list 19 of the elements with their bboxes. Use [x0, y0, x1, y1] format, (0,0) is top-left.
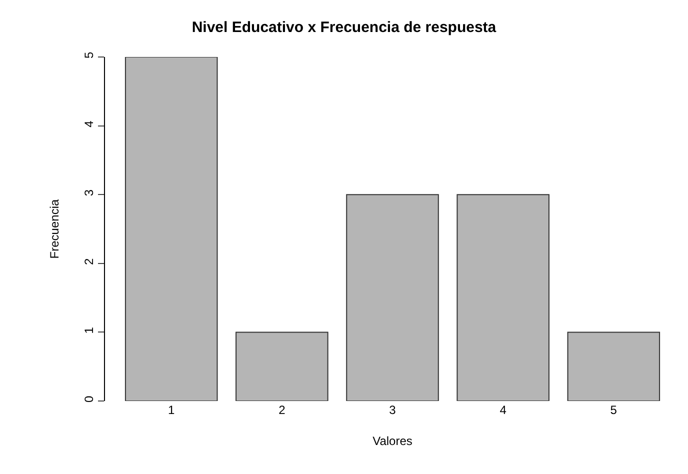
bar — [124, 57, 218, 401]
chart-title: Nivel Educativo x Frecuencia de respuesta — [192, 18, 497, 36]
x-axis-title: Valores — [372, 434, 412, 448]
x-tick-label: 3 — [389, 403, 396, 417]
y-tick-label: 0 — [82, 396, 96, 403]
bar — [346, 194, 439, 401]
y-tick-label: 1 — [82, 326, 96, 334]
y-tick-label: 2 — [82, 258, 96, 265]
y-tick-label: 3 — [82, 189, 96, 196]
bar — [567, 332, 660, 401]
bar — [456, 194, 550, 401]
y-axis-title: Frecuencia — [48, 199, 62, 259]
y-tick-label: 4 — [82, 120, 96, 128]
bar — [236, 332, 328, 401]
y-tick-label: 5 — [82, 52, 96, 59]
x-tick-label: 2 — [278, 403, 286, 417]
x-tick-label: 4 — [500, 403, 507, 417]
x-tick-label: 1 — [168, 403, 176, 417]
x-tick-label: 5 — [610, 403, 618, 417]
